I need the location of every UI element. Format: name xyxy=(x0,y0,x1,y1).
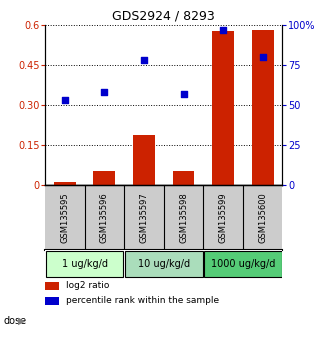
Bar xyxy=(93,171,115,185)
Bar xyxy=(45,297,59,305)
Bar xyxy=(173,171,195,185)
Point xyxy=(221,27,226,33)
Text: GSM135599: GSM135599 xyxy=(219,192,228,243)
Point xyxy=(181,91,186,97)
Text: GSM135595: GSM135595 xyxy=(60,192,69,243)
Title: GDS2924 / 8293: GDS2924 / 8293 xyxy=(112,9,215,22)
Bar xyxy=(46,251,123,277)
Text: 10 ug/kg/d: 10 ug/kg/d xyxy=(138,259,190,269)
Text: GSM135600: GSM135600 xyxy=(258,192,267,243)
Bar xyxy=(204,251,282,277)
Text: percentile rank within the sample: percentile rank within the sample xyxy=(66,296,220,306)
Text: GSM135597: GSM135597 xyxy=(139,192,148,243)
Text: GSM135596: GSM135596 xyxy=(100,192,109,243)
Bar xyxy=(54,182,76,185)
Bar xyxy=(252,30,273,185)
Point xyxy=(62,97,67,103)
Text: 1 ug/kg/d: 1 ug/kg/d xyxy=(62,259,108,269)
Bar xyxy=(45,282,59,290)
Text: dose: dose xyxy=(3,316,26,326)
Bar xyxy=(212,32,234,185)
Text: 1000 ug/kg/d: 1000 ug/kg/d xyxy=(211,259,275,269)
Text: log2 ratio: log2 ratio xyxy=(66,281,110,290)
Bar xyxy=(133,135,155,185)
Point xyxy=(141,57,146,63)
Point xyxy=(102,90,107,95)
Point xyxy=(260,54,265,60)
Bar xyxy=(125,251,203,277)
Text: ▶: ▶ xyxy=(18,316,25,326)
Text: GSM135598: GSM135598 xyxy=(179,192,188,243)
